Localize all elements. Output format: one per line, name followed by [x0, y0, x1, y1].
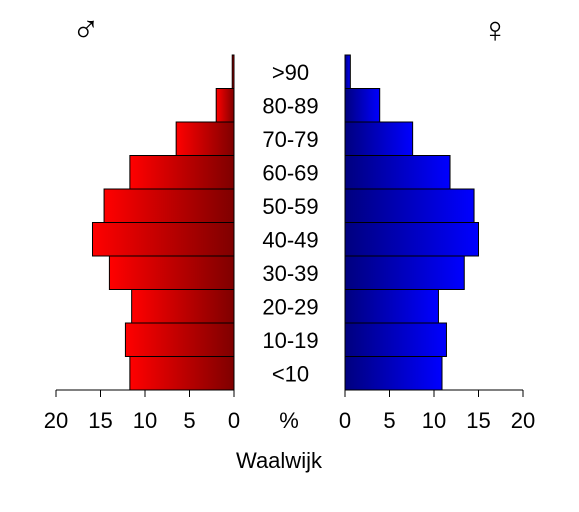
- male-bar-70-79: [175, 121, 235, 156]
- age-label-20-29: 20-29: [262, 294, 318, 319]
- age-label-70-79: 70-79: [262, 127, 318, 152]
- male-tick-label-5: 5: [183, 408, 195, 433]
- female-bar-70-79: [344, 121, 414, 156]
- female-bars: [344, 54, 479, 391]
- age-label-30-39: 30-39: [262, 261, 318, 286]
- male-bars: [91, 54, 235, 391]
- age-label-50-59: 50-59: [262, 194, 318, 219]
- female-tick-label-5: 5: [383, 408, 395, 433]
- female-tick-label-20: 20: [511, 408, 535, 433]
- male-bar-20-29: [131, 289, 235, 324]
- female-bar-50-59: [344, 188, 475, 223]
- male-bar-30-39: [108, 255, 235, 290]
- male-bar-40-49: [91, 222, 235, 257]
- male-tick-label-0: 0: [228, 408, 240, 433]
- male-tick-label-10: 10: [133, 408, 157, 433]
- female-symbol: ♀: [482, 9, 509, 50]
- age-label-over-90: >90: [272, 60, 309, 85]
- axes: 0 0 5 5 10 10 15 15 20 20: [44, 55, 535, 433]
- percent-unit-label: %: [279, 408, 299, 433]
- female-bar-40-49: [344, 222, 479, 257]
- age-label-10-19: 10-19: [262, 328, 318, 353]
- age-label-under-10: <10: [272, 361, 309, 386]
- male-bar-50-59: [103, 188, 235, 223]
- age-label-80-89: 80-89: [262, 93, 318, 118]
- male-tick-label-20: 20: [44, 408, 68, 433]
- female-tick-label-0: 0: [339, 408, 351, 433]
- female-bar-60-69: [344, 155, 451, 190]
- female-bar-30-39: [344, 255, 465, 290]
- male-symbol: ♂: [72, 9, 101, 51]
- chart-title: Waalwijk: [236, 448, 323, 473]
- male-bar-60-69: [129, 155, 235, 190]
- male-bar-80-89: [215, 88, 235, 123]
- male-bar-10-19: [124, 322, 235, 357]
- female-tick-label-15: 15: [466, 408, 490, 433]
- male-bar-under-10: [129, 356, 235, 391]
- female-bar-over-90: [344, 54, 351, 89]
- female-bar-10-19: [344, 322, 447, 357]
- female-bar-80-89: [344, 88, 381, 123]
- age-group-labels: <10 10-19 20-29 30-39 40-49 50-59 60-69 70-79 80…: [262, 60, 318, 387]
- female-bar-under-10: [344, 356, 443, 391]
- male-tick-label-15: 15: [88, 408, 112, 433]
- female-tick-label-10: 10: [422, 408, 446, 433]
- age-label-40-49: 40-49: [262, 227, 318, 252]
- female-bar-20-29: [344, 289, 439, 324]
- age-label-60-69: 60-69: [262, 160, 318, 185]
